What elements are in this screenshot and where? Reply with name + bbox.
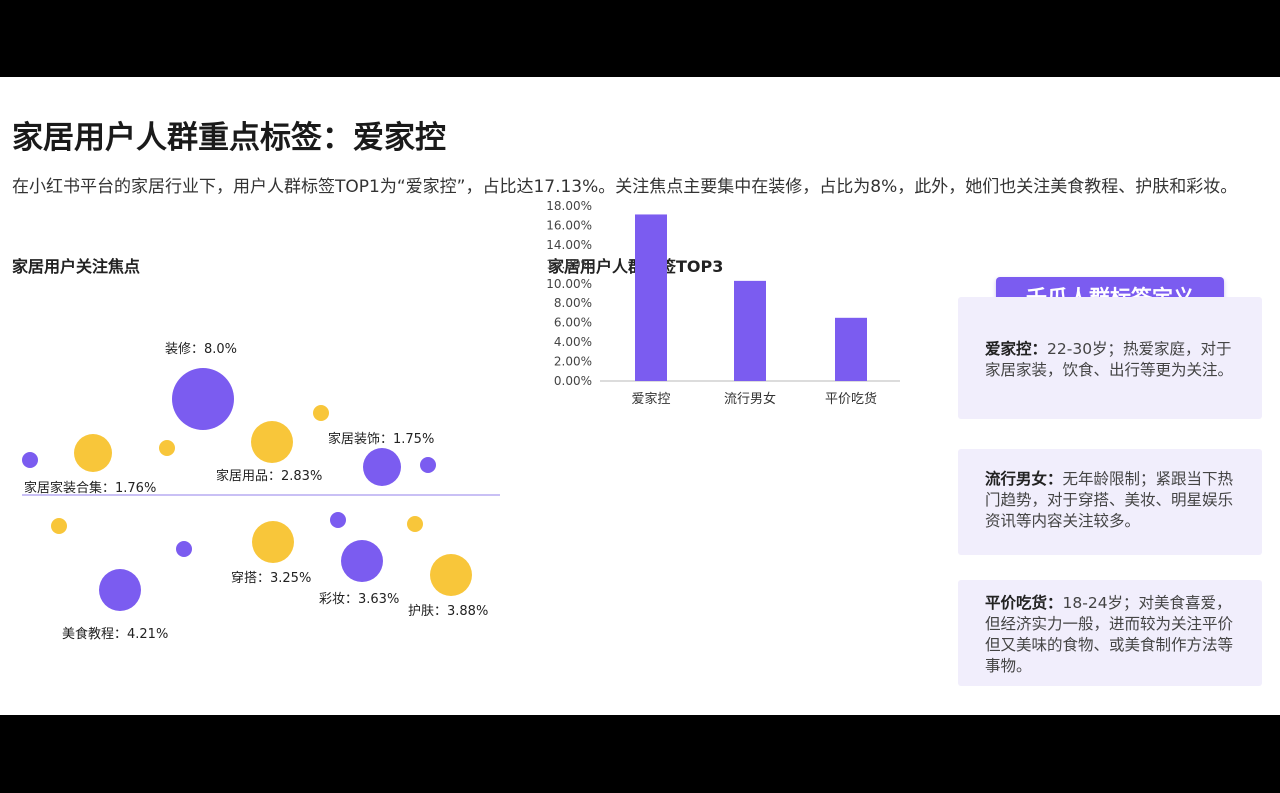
bar — [734, 280, 766, 381]
definition-term: 爱家控： — [985, 340, 1048, 358]
y-tick-label: 0.00% — [554, 374, 592, 388]
page-description: 在小红书平台的家居行业下，用户人群标签TOP1为“爱家控”，占比达17.13%。… — [12, 177, 1238, 197]
y-tick-label: 14.00% — [546, 238, 592, 252]
bubble — [22, 452, 38, 468]
bubble-label: 护肤：3.88% — [408, 604, 488, 619]
definition-text: 18-24岁；对美食喜爱，但经济实力一般，进而较为关注平价但又美味的食物、或美食… — [985, 594, 1234, 675]
bubble — [420, 457, 436, 473]
x-tick-label: 流行男女 — [724, 391, 776, 407]
bar — [835, 317, 867, 381]
definition-term: 流行男女： — [985, 470, 1063, 488]
y-tick-label: 10.00% — [546, 277, 592, 291]
y-tick-label: 16.00% — [546, 218, 592, 232]
bubble — [407, 516, 423, 532]
bubble-label: 家居用品：2.83% — [216, 468, 322, 484]
bubble-chart: 装修：8.0% 家居装饰：1.75% 家居用品：2.83% 家居家装合集：1.76% 穿… — [22, 342, 500, 642]
bubble — [363, 448, 401, 486]
bubble-chart-title: 家居用户关注焦点 — [12, 257, 141, 276]
definition-term: 平价吃货： — [985, 594, 1063, 612]
definition-card-liuxingnannv: 流行男女：无年龄限制；紧跟当下热门趋势，对于穿搭、美妆、明星娱乐资讯等内容关注较… — [958, 449, 1262, 555]
bubble-label: 装修：8.0% — [165, 342, 237, 357]
bubble — [74, 434, 112, 472]
definition-text: 22-30岁；热爱家庭，对于家居家装，饮食、出行等更为关注。 — [985, 340, 1234, 379]
bubble — [313, 405, 329, 421]
x-tick-label: 平价吃货 — [825, 391, 877, 407]
bar — [635, 214, 667, 381]
bubble-label: 家居装饰：1.75% — [328, 431, 434, 447]
definition-card-pingjiachihuo: 平价吃货：18-24岁；对美食喜爱，但经济实力一般，进而较为关注平价但又美味的食… — [958, 580, 1262, 686]
bar-chart: 0.00% 2.00% 4.00% 6.00% 8.00% 10.00% 12.00% 14.… — [546, 199, 900, 407]
slide: 家居用户人群重点标签：爱家控 在小红书平台的家居行业下，用户人群标签TOP1为“… — [0, 77, 1280, 715]
y-tick-label: 4.00% — [554, 335, 592, 349]
bubble — [176, 541, 192, 557]
bubble — [251, 421, 293, 463]
bubble — [330, 512, 346, 528]
bubble-label: 彩妆：3.63% — [319, 592, 399, 607]
page-title: 家居用户人群重点标签：爱家控 — [12, 120, 446, 156]
bubble-label: 美食教程：4.21% — [62, 626, 168, 642]
y-tick-label: 2.00% — [554, 355, 592, 369]
bubble — [430, 554, 472, 596]
bubble — [341, 540, 383, 582]
bubble — [99, 569, 141, 611]
bubble-label: 家居家装合集：1.76% — [24, 480, 156, 496]
bubble — [51, 518, 67, 534]
definition-card-aijiakong: 爱家控：22-30岁；热爱家庭，对于家居家装，饮食、出行等更为关注。 — [958, 297, 1262, 419]
y-tick-label: 8.00% — [554, 296, 592, 310]
y-tick-label: 12.00% — [546, 257, 592, 271]
x-tick-label: 爱家控 — [631, 391, 670, 407]
bubble-label: 穿搭：3.25% — [231, 570, 311, 586]
y-tick-label: 18.00% — [546, 199, 592, 213]
definition-text: 无年龄限制；紧跟当下热门趋势，对于穿搭、美妆、明星娱乐资讯等内容关注较多。 — [985, 470, 1234, 530]
bubble — [172, 368, 234, 430]
y-tick-label: 6.00% — [554, 316, 592, 330]
bubble — [252, 521, 294, 563]
bubble — [159, 440, 175, 456]
